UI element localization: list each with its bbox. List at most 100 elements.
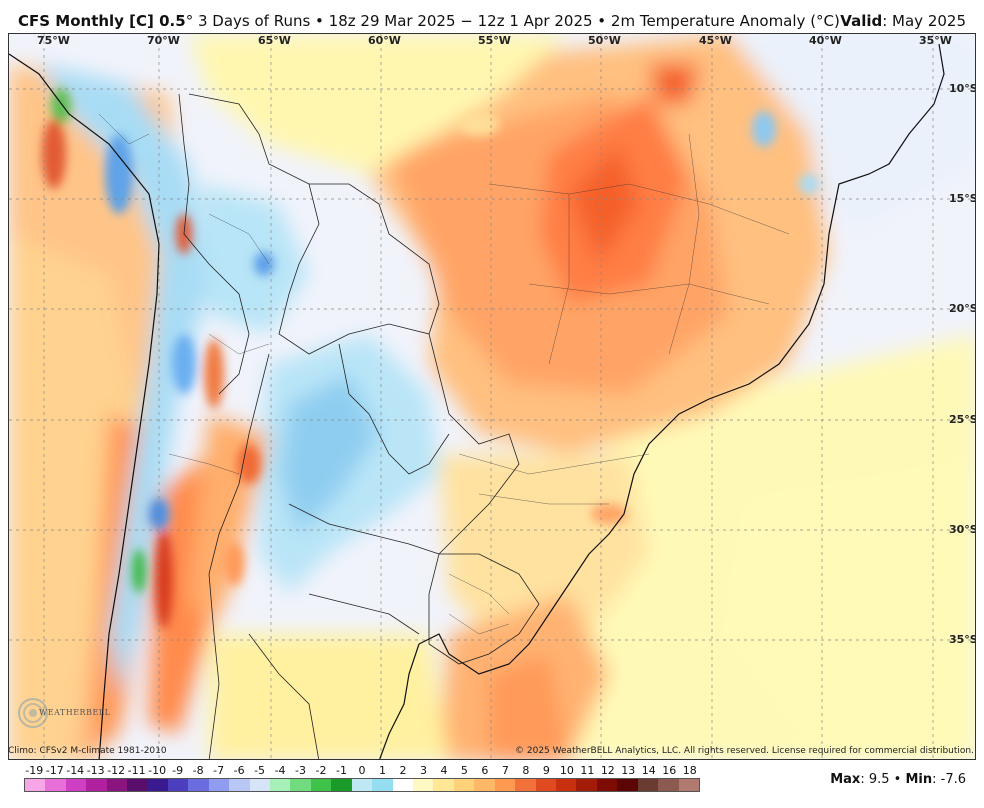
header: CFS Monthly [C] 0.5° 3 Days of Runs • 18… <box>0 0 984 32</box>
colorbar-tick-label: 13 <box>621 764 636 777</box>
colorbar-swatch <box>392 779 414 791</box>
lon-label: 70°W <box>147 34 180 47</box>
colorbar-tick-label: -3 <box>295 764 307 777</box>
lat-label: 30°S <box>949 523 976 536</box>
max-value: : 9.5 • <box>860 772 906 787</box>
anomaly-field <box>9 34 975 759</box>
lat-label: 15°S <box>949 192 976 205</box>
colorbar-tick-label: -14 <box>66 764 85 777</box>
colorbar-tick-label: 11 <box>580 764 595 777</box>
colorbar-tick-label: 1 <box>378 764 386 777</box>
colorbar-tick-label: -11 <box>127 764 146 777</box>
colorbar-tick-label: -9 <box>172 764 184 777</box>
lon-label: 50°W <box>588 34 621 47</box>
colorbar-swatch <box>658 779 679 791</box>
colorbar-swatch <box>147 779 168 791</box>
colorbar-swatch <box>596 779 618 791</box>
climo-note: Climo: CFSv2 M-climate 1981-2010 <box>8 746 167 756</box>
max-label: Max <box>830 772 861 787</box>
colorbar-swatch <box>45 779 66 791</box>
valid-value: : May 2025 <box>882 12 966 30</box>
colorbar-tick-label: 4 <box>440 764 448 777</box>
lon-label: 35°W <box>919 34 952 47</box>
anomaly-map[interactable]: 75°W 70°W 65°W 60°W 55°W 50°W 45°W 40°W … <box>8 33 976 760</box>
degree-symbol: ° <box>185 12 194 30</box>
colorbar-tick-label: 10 <box>559 764 574 777</box>
colorbar-tick-label: -2 <box>315 764 327 777</box>
lon-label: 65°W <box>258 34 291 47</box>
lon-label: 75°W <box>37 34 70 47</box>
colorbar-swatch <box>678 779 699 791</box>
lat-label: 20°S <box>949 302 976 315</box>
colorbar-tick-label: -10 <box>148 764 167 777</box>
colorbar-swatch <box>637 779 659 791</box>
valid-label: Valid <box>840 12 883 30</box>
colorbar-swatch <box>413 779 434 791</box>
min-value: : -7.6 <box>932 772 966 787</box>
colorbar-tick-label: 18 <box>682 764 697 777</box>
copyright-note: © 2025 WeatherBELL Analytics, LLC. All r… <box>515 746 974 756</box>
colorbar-swatch <box>310 779 332 791</box>
colorbar-swatch <box>535 779 556 791</box>
lon-label: 60°W <box>368 34 401 47</box>
min-label: Min <box>905 772 933 787</box>
colorbar-tick-label: 9 <box>542 764 550 777</box>
colorbar-swatch <box>208 779 230 791</box>
model-name: CFS Monthly [C] 0.5 <box>18 12 186 30</box>
colorbar-swatch <box>576 779 597 791</box>
lon-label: 45°W <box>699 34 732 47</box>
colorbar-swatch <box>494 779 516 791</box>
colorbar-swatch <box>188 779 209 791</box>
colorbar-tick-label: -13 <box>86 764 105 777</box>
map-subtitle: 3 Days of Runs • 18z 29 Mar 2025 − 12z 1… <box>193 12 840 30</box>
logo-swirl-icon <box>18 698 48 728</box>
colorbar-tick-label: -6 <box>233 764 245 777</box>
colorbar-labels: -19 -17 -14 -13 -12 -11 -10 -9 -8 -7 -6 -5 -4 -3 -2 -1 0… <box>20 764 702 778</box>
colorbar-tick-label: 3 <box>419 764 427 777</box>
graticule <box>9 34 975 759</box>
lat-label: 10°S <box>949 82 976 95</box>
coastline <box>9 43 945 759</box>
state-borders <box>98 113 790 635</box>
lon-label: 55°W <box>478 34 511 47</box>
colorbar-swatch <box>65 779 87 791</box>
colorbar-tick-label: 6 <box>481 764 489 777</box>
colorbar-swatch <box>106 779 128 791</box>
colorbar-tick-label: 7 <box>501 764 509 777</box>
colorbar-swatch <box>86 779 107 791</box>
colorbar-swatch <box>167 779 189 791</box>
colorbar-tick-label: 14 <box>641 764 656 777</box>
colorbar-tick-label: 12 <box>600 764 615 777</box>
borders <box>178 93 540 759</box>
colorbar-tick-label: -19 <box>25 764 44 777</box>
colorbar-tick-label: -8 <box>192 764 204 777</box>
colorbar-tick-label: -7 <box>213 764 225 777</box>
colorbar-swatch <box>433 779 454 791</box>
colorbar-swatch <box>617 779 638 791</box>
weatherbell-logo: WEATHERBELL <box>13 696 110 728</box>
colorbar-swatch <box>249 779 271 791</box>
valid-date: Valid: May 2025 <box>840 12 966 30</box>
colorbar-tick-label: 16 <box>662 764 677 777</box>
colorbar-tick-label: 5 <box>460 764 468 777</box>
anomaly-details <box>42 88 819 629</box>
lat-label: 35°S <box>949 633 976 646</box>
colorbar-swatch <box>270 779 291 791</box>
colorbar-swatch <box>331 779 352 791</box>
colorbar-tick-label: -4 <box>274 764 286 777</box>
colorbar-swatch <box>127 779 148 791</box>
colorbar-swatch <box>515 779 536 791</box>
colorbar-swatch <box>290 779 311 791</box>
colorbar-tick-label: 2 <box>399 764 407 777</box>
colorbar-tick-label: -5 <box>254 764 266 777</box>
colorbar-swatch <box>229 779 250 791</box>
colorbar-tick-label: -12 <box>107 764 126 777</box>
colorbar-swatch <box>25 779 46 791</box>
colorbar-tick-label: -17 <box>45 764 64 777</box>
colorbar-tick-label: 8 <box>522 764 530 777</box>
colorbar-tick-label: 0 <box>358 764 366 777</box>
map-title: CFS Monthly [C] 0.5° 3 Days of Runs • 18… <box>18 12 840 30</box>
colorbar-swatch <box>555 779 577 791</box>
max-min-readout: Max: 9.5 • Min: -7.6 <box>830 772 966 787</box>
colorbar-swatch <box>474 779 495 791</box>
